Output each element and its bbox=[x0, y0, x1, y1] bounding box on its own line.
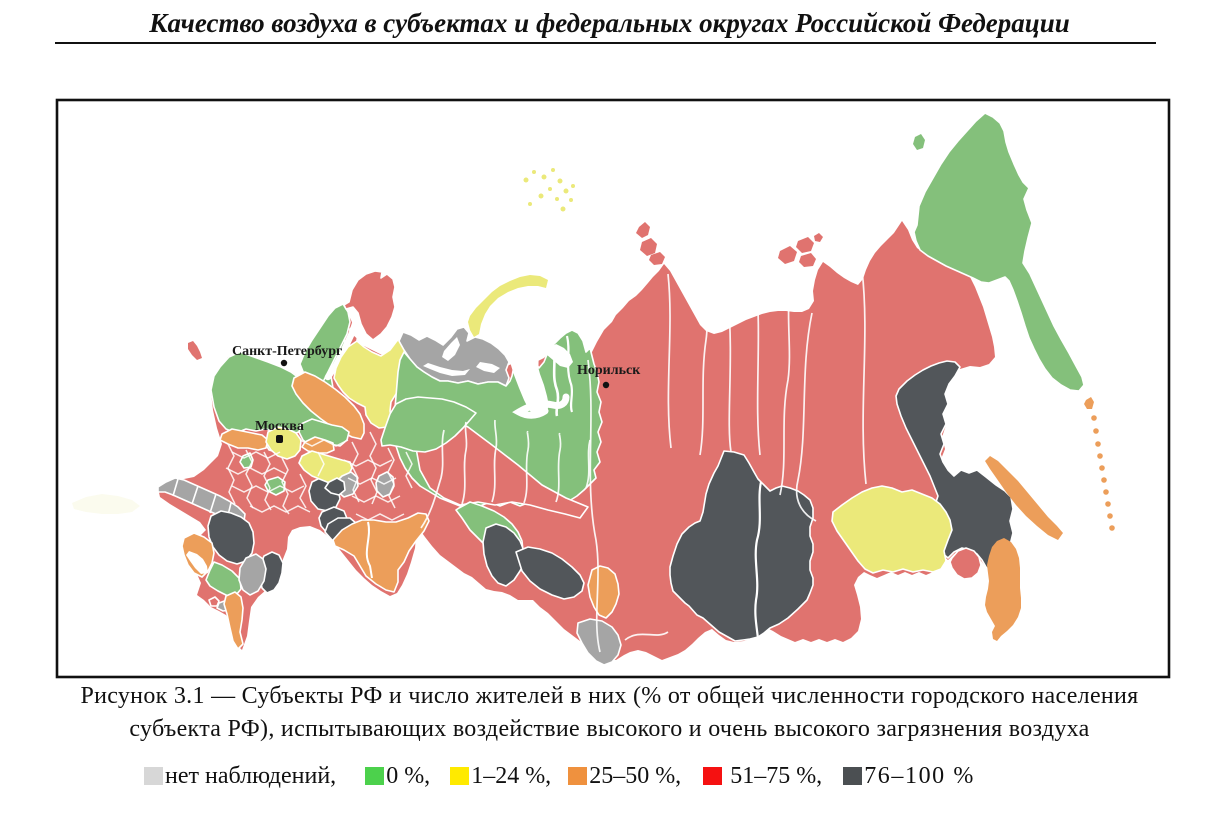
svg-text:Москва: Москва bbox=[255, 419, 304, 434]
svg-text:Норильск: Норильск bbox=[577, 363, 641, 378]
svg-text:Санкт-Петербург: Санкт-Петербург bbox=[232, 344, 342, 359]
